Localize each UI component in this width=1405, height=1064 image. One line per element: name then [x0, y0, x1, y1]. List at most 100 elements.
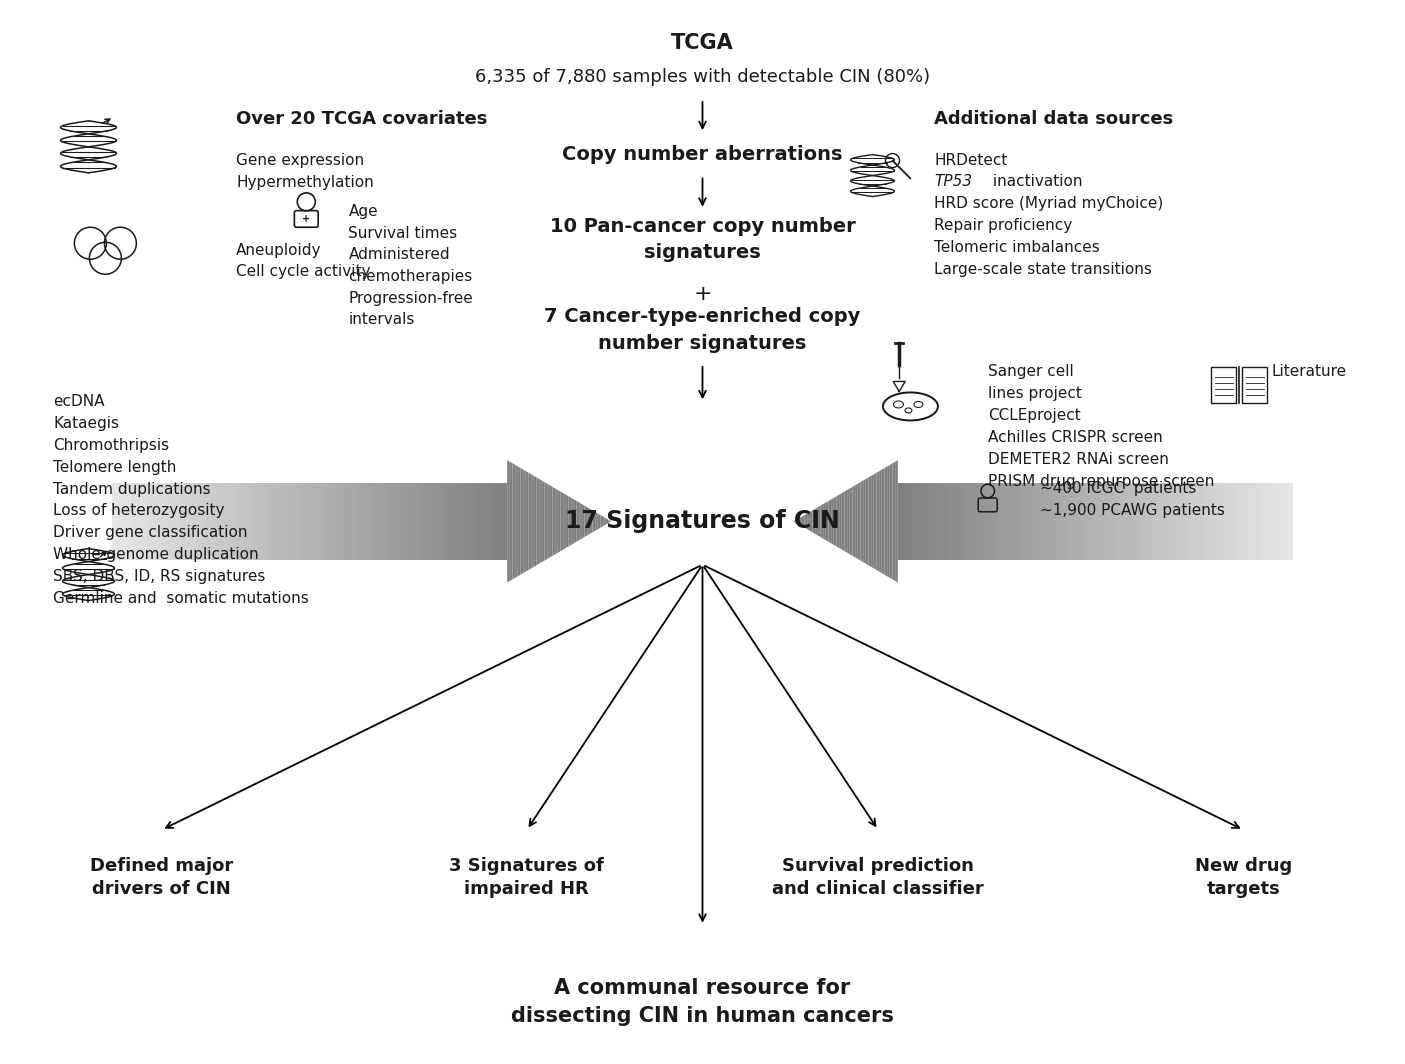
Polygon shape [1003, 483, 1007, 560]
Polygon shape [263, 483, 267, 560]
Polygon shape [1168, 483, 1173, 560]
Polygon shape [222, 483, 228, 560]
Polygon shape [608, 520, 611, 522]
Polygon shape [802, 515, 805, 528]
Text: 3 Signatures of
impaired HR: 3 Signatures of impaired HR [450, 857, 604, 898]
Polygon shape [412, 483, 417, 560]
Polygon shape [958, 483, 962, 560]
Polygon shape [502, 483, 507, 560]
Polygon shape [447, 483, 452, 560]
Text: +: + [693, 284, 712, 303]
Polygon shape [1187, 483, 1193, 560]
Polygon shape [1093, 483, 1097, 560]
Polygon shape [856, 484, 858, 559]
Polygon shape [1213, 483, 1218, 560]
Polygon shape [853, 485, 856, 558]
Text: inactivation: inactivation [988, 174, 1082, 189]
Polygon shape [528, 472, 531, 570]
Polygon shape [468, 483, 472, 560]
Polygon shape [353, 483, 357, 560]
Polygon shape [1048, 483, 1052, 560]
Polygon shape [232, 483, 237, 560]
Polygon shape [600, 515, 603, 528]
Polygon shape [1128, 483, 1132, 560]
Polygon shape [122, 483, 128, 560]
Polygon shape [152, 483, 157, 560]
Polygon shape [1148, 483, 1152, 560]
Polygon shape [998, 483, 1003, 560]
Polygon shape [892, 462, 895, 581]
Polygon shape [1183, 483, 1187, 560]
Polygon shape [1163, 483, 1168, 560]
Text: Survival prediction
and clinical classifier: Survival prediction and clinical classif… [773, 857, 984, 898]
Polygon shape [378, 483, 382, 560]
Polygon shape [417, 483, 423, 560]
Polygon shape [1142, 483, 1148, 560]
Polygon shape [177, 483, 183, 560]
Polygon shape [157, 483, 163, 560]
Polygon shape [287, 483, 292, 560]
Polygon shape [267, 483, 273, 560]
Polygon shape [880, 469, 882, 573]
Polygon shape [587, 508, 590, 535]
Polygon shape [1257, 483, 1263, 560]
Polygon shape [282, 483, 287, 560]
Polygon shape [596, 512, 599, 531]
Polygon shape [1007, 483, 1013, 560]
Polygon shape [1038, 483, 1043, 560]
Text: TCGA: TCGA [672, 33, 733, 52]
Polygon shape [889, 463, 892, 580]
Text: Copy number aberrations: Copy number aberrations [562, 145, 843, 164]
Polygon shape [895, 461, 898, 583]
Polygon shape [829, 499, 832, 544]
Polygon shape [863, 479, 865, 564]
Polygon shape [332, 483, 337, 560]
Polygon shape [507, 461, 510, 583]
Polygon shape [871, 475, 874, 568]
Polygon shape [187, 483, 192, 560]
Polygon shape [322, 483, 327, 560]
Polygon shape [806, 512, 809, 531]
Polygon shape [518, 466, 520, 577]
Polygon shape [437, 483, 443, 560]
Polygon shape [1107, 483, 1113, 560]
Polygon shape [877, 471, 880, 571]
Polygon shape [868, 476, 871, 567]
Polygon shape [1103, 483, 1107, 560]
Polygon shape [1123, 483, 1128, 560]
Polygon shape [1222, 483, 1228, 560]
Polygon shape [1197, 483, 1203, 560]
Polygon shape [478, 483, 482, 560]
Polygon shape [1263, 483, 1267, 560]
Text: HRDetect: HRDetect [934, 153, 1007, 168]
Polygon shape [1083, 483, 1087, 560]
Polygon shape [183, 483, 187, 560]
Polygon shape [599, 514, 600, 529]
Polygon shape [799, 517, 802, 526]
Polygon shape [549, 485, 552, 558]
Polygon shape [860, 481, 863, 562]
Polygon shape [593, 511, 596, 532]
Polygon shape [273, 483, 277, 560]
Polygon shape [573, 499, 576, 544]
Polygon shape [1043, 483, 1048, 560]
Polygon shape [132, 483, 138, 560]
Polygon shape [488, 483, 492, 560]
Text: HRD score (Myriad myChoice)
Repair proficiency
Telomeric imbalances
Large-scale : HRD score (Myriad myChoice) Repair profi… [934, 196, 1163, 277]
Polygon shape [497, 483, 502, 560]
Polygon shape [908, 483, 913, 560]
Polygon shape [1238, 483, 1242, 560]
Polygon shape [372, 483, 378, 560]
Polygon shape [833, 496, 836, 547]
Polygon shape [903, 483, 908, 560]
Polygon shape [993, 483, 998, 560]
Polygon shape [362, 483, 367, 560]
Text: Gene expression
Hypermethylation: Gene expression Hypermethylation [236, 153, 374, 189]
Text: ~400 ICGC  patients
~1,900 PCAWG patients: ~400 ICGC patients ~1,900 PCAWG patients [1040, 481, 1225, 518]
Polygon shape [1193, 483, 1197, 560]
Polygon shape [537, 478, 540, 565]
Polygon shape [398, 483, 402, 560]
Polygon shape [794, 520, 797, 522]
Polygon shape [520, 468, 523, 575]
Polygon shape [1033, 483, 1038, 560]
